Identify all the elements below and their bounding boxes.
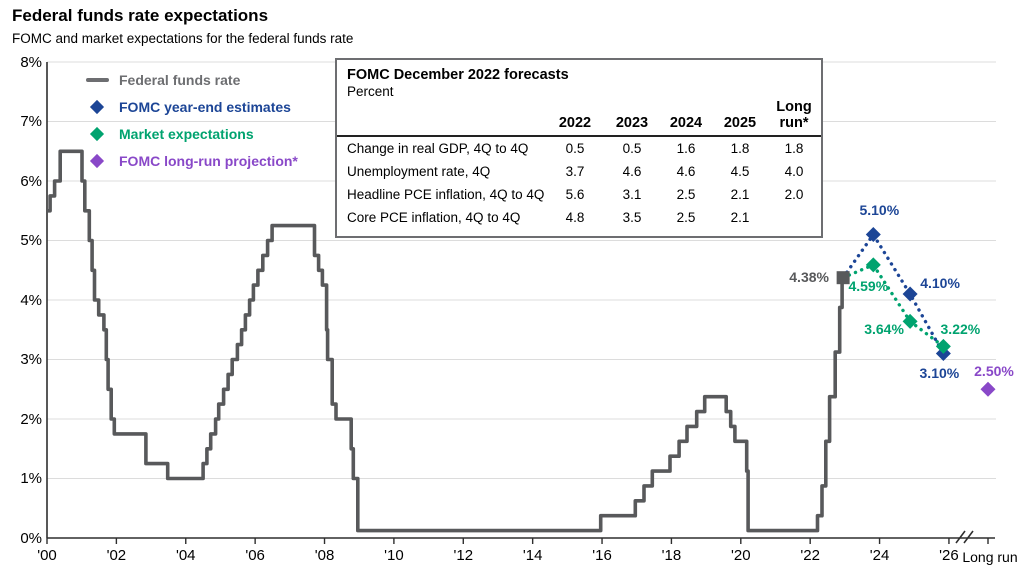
y-axis-label: 4% <box>20 291 42 309</box>
data-label-long-run-projection: 2.50% <box>974 363 1014 380</box>
table-row: Change in real GDP, 4Q to 4Q 0.5 0.5 1.6… <box>337 136 821 160</box>
cell: 4.8 <box>565 210 585 226</box>
row-label: Unemployment rate, 4Q <box>347 164 491 180</box>
axis-break-icon <box>955 530 966 544</box>
x-axis-label: '12 <box>453 547 474 564</box>
table-row: Headline PCE inflation, 4Q to 4Q 5.6 3.1… <box>337 183 821 206</box>
column-header: 2025 <box>713 99 767 138</box>
cell: 4.6 <box>676 164 696 180</box>
market-expectation-diamond <box>865 257 881 273</box>
x-axis-label: '04 <box>175 547 196 564</box>
legend-item-fomc-long-run-projection: FOMC long-run projection* <box>84 152 298 170</box>
long-run-projection-diamond <box>980 381 996 397</box>
column-header: Long run* <box>767 99 821 138</box>
row-label: Change in real GDP, 4Q to 4Q <box>347 141 529 157</box>
market-expectation-diamond <box>935 338 951 354</box>
legend-item-market-expectations: Market expectations <box>84 125 298 143</box>
x-axis-label: '10 <box>384 547 404 564</box>
market-expectation-diamond <box>902 313 918 329</box>
data-label-fomc-estimate: 3.10% <box>919 364 960 381</box>
x-axis-label: '16 <box>592 547 612 564</box>
cell: 2.5 <box>676 210 696 226</box>
legend-label: Federal funds rate <box>119 72 241 88</box>
cell: 2.1 <box>730 210 750 226</box>
page-subtitle: FOMC and market expectations for the fed… <box>12 31 354 46</box>
cell: 2.5 <box>676 187 696 203</box>
cell: 2.1 <box>730 187 750 203</box>
forecast-table: FOMC December 2022 forecasts Percent 202… <box>335 58 823 238</box>
diamond-swatch-icon <box>84 126 110 142</box>
x-axis-label: '26 <box>939 547 959 564</box>
y-axis-label: 8% <box>20 53 42 71</box>
cell: 4.6 <box>622 164 642 180</box>
x-axis-label: '08 <box>314 547 335 564</box>
forecast-table-unit: Percent <box>347 84 394 99</box>
y-axis-label: 3% <box>20 351 42 368</box>
y-axis-label: 2% <box>20 410 42 428</box>
data-label-market-expectation: 3.22% <box>940 321 981 338</box>
legend-label: FOMC year-end estimates <box>119 99 291 115</box>
row-label: Headline PCE inflation, 4Q to 4Q <box>347 187 545 203</box>
table-row: Unemployment rate, 4Q 3.7 4.6 4.6 4.5 4.… <box>337 160 821 183</box>
fomc-estimate-diamond <box>865 227 881 243</box>
row-label: Core PCE inflation, 4Q to 4Q <box>347 210 521 226</box>
x-axis-label: '18 <box>661 547 682 564</box>
column-header: 2023 <box>605 99 659 138</box>
cell: 1.8 <box>730 141 750 157</box>
cell: 1.6 <box>676 141 696 157</box>
cell: 3.7 <box>565 164 585 180</box>
x-axis-label: '02 <box>106 547 127 564</box>
cell: 4.0 <box>784 164 804 180</box>
data-label-last-observation: 4.38% <box>789 268 829 285</box>
table-row: Core PCE inflation, 4Q to 4Q 4.8 3.5 2.5… <box>337 206 821 229</box>
x-axis-label-long-run: Long run <box>962 549 1018 565</box>
cell: 3.1 <box>622 187 642 203</box>
federal-funds-rate-line <box>47 149 844 533</box>
y-axis-label: 0% <box>20 529 42 547</box>
cell: 1.8 <box>784 141 804 157</box>
line-swatch-icon <box>84 78 110 82</box>
column-header-blank <box>337 99 545 138</box>
x-axis-label: '20 <box>731 547 751 564</box>
data-label-fomc-estimate: 5.10% <box>859 201 900 218</box>
legend-label: FOMC long-run projection* <box>119 153 298 169</box>
column-header: 2024 <box>659 99 713 138</box>
cell: 5.6 <box>565 187 585 203</box>
x-axis-label: '00 <box>37 547 57 564</box>
cell: 3.5 <box>622 210 642 226</box>
last-observation-marker <box>836 271 850 285</box>
forecast-table-title: FOMC December 2022 forecasts <box>347 67 569 83</box>
legend-item-federal-funds-rate: Federal funds rate <box>84 71 298 89</box>
fomc-estimate-diamond <box>902 286 918 302</box>
cell <box>767 206 821 229</box>
x-axis-label: '06 <box>245 547 265 564</box>
data-label-fomc-estimate: 4.10% <box>920 275 960 292</box>
cell: 0.5 <box>622 141 642 157</box>
diamond-swatch-icon <box>84 99 110 115</box>
y-axis-label: 1% <box>20 470 42 487</box>
axis-break-icon <box>963 530 974 544</box>
x-axis-label: '24 <box>869 547 890 564</box>
cell: 0.5 <box>565 141 585 157</box>
data-label-market-expectation: 3.64% <box>864 321 904 338</box>
legend: Federal funds rate FOMC year-end estimat… <box>84 71 298 179</box>
column-header: 2022 <box>545 99 605 138</box>
y-axis-label: 5% <box>20 232 42 249</box>
x-axis-label: '22 <box>800 547 820 564</box>
y-axis-label: 7% <box>20 113 42 130</box>
legend-item-fomc-year-end-estimates: FOMC year-end estimates <box>84 98 298 116</box>
forecast-table-header-row: 2022 2023 2024 2025 Long run* <box>337 99 821 138</box>
cell: 4.5 <box>730 164 750 180</box>
y-axis-label: 6% <box>20 172 42 190</box>
market-expectations-dotted-line <box>841 262 946 349</box>
x-axis-label: '14 <box>522 547 543 564</box>
legend-label: Market expectations <box>119 126 254 142</box>
page-title: Federal funds rate expectations <box>12 6 269 25</box>
diamond-swatch-icon <box>84 153 110 169</box>
cell: 2.0 <box>784 187 804 203</box>
fomc-estimates-dotted-line <box>841 231 946 356</box>
data-label-market-expectation: 4.59% <box>848 277 889 294</box>
